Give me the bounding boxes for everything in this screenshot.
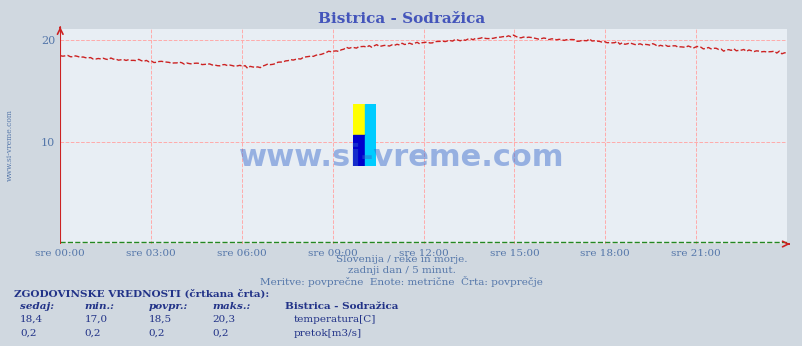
Text: 0,2: 0,2 [84, 329, 101, 338]
Text: zadnji dan / 5 minut.: zadnji dan / 5 minut. [347, 266, 455, 275]
Text: min.:: min.: [84, 302, 114, 311]
Text: 17,0: 17,0 [84, 315, 107, 324]
Text: pretok[m3/s]: pretok[m3/s] [294, 329, 362, 338]
Text: 0,2: 0,2 [148, 329, 165, 338]
Text: Slovenija / reke in morje.: Slovenija / reke in morje. [335, 255, 467, 264]
Text: Bistrica - Sodražica: Bistrica - Sodražica [285, 302, 398, 311]
Bar [364, 104, 375, 135]
Text: 18,5: 18,5 [148, 315, 172, 324]
Text: povpr.:: povpr.: [148, 302, 188, 311]
Text: Meritve: povprečne  Enote: metrične  Črta: povprečje: Meritve: povprečne Enote: metrične Črta:… [260, 276, 542, 287]
Text: sedaj:: sedaj: [20, 302, 54, 311]
Text: www.si-vreme.com: www.si-vreme.com [238, 143, 564, 172]
Text: 18,4: 18,4 [20, 315, 43, 324]
Text: temperatura[C]: temperatura[C] [294, 315, 376, 324]
Bar [364, 135, 375, 166]
Text: 20,3: 20,3 [213, 315, 236, 324]
Text: Bistrica - Sodražica: Bistrica - Sodražica [318, 12, 484, 26]
Text: maks.:: maks.: [213, 302, 251, 311]
Text: ZGODOVINSKE VREDNOSTI (črtkana črta):: ZGODOVINSKE VREDNOSTI (črtkana črta): [14, 289, 269, 298]
Text: www.si-vreme.com: www.si-vreme.com [6, 109, 14, 181]
Text: 0,2: 0,2 [213, 329, 229, 338]
Bar [353, 135, 364, 166]
Bar [353, 104, 364, 135]
Text: 0,2: 0,2 [20, 329, 37, 338]
